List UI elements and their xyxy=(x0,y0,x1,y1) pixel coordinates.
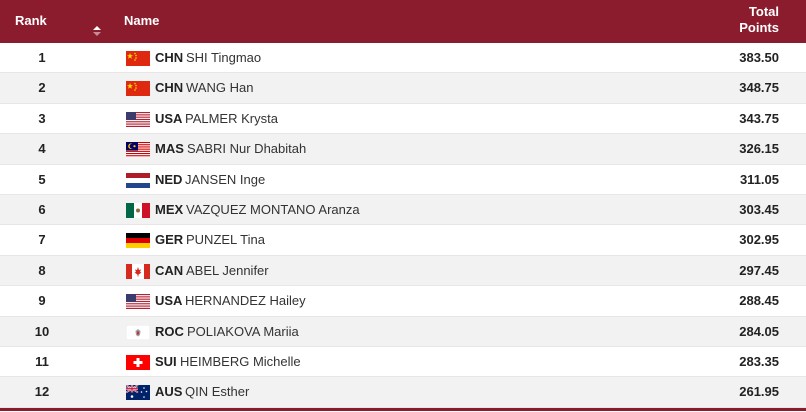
usa-flag-icon xyxy=(126,294,150,310)
noc-code: NED xyxy=(155,171,183,187)
total-label-line1: Total xyxy=(748,4,779,19)
athlete-name[interactable]: SABRI Nur Dhabitah xyxy=(187,141,307,157)
total-points-cell: 288.45 xyxy=(739,293,779,309)
athlete-name[interactable]: PUNZEL Tina xyxy=(186,232,265,248)
total-points-cell: 302.95 xyxy=(739,232,779,248)
rank-cell: 10 xyxy=(34,323,50,339)
rank-column-header[interactable]: Rank xyxy=(15,13,47,28)
total-points-cell: 326.15 xyxy=(739,141,779,157)
total-points-cell: 283.35 xyxy=(739,353,779,369)
rank-cell: 2 xyxy=(38,80,46,96)
table-row[interactable]: 3 USA PALMER Krysta 343.75 xyxy=(0,104,806,135)
noc-code: MEX xyxy=(155,201,184,217)
noc-code: USA xyxy=(155,110,183,126)
total-points-cell: 297.45 xyxy=(739,262,779,278)
table-row[interactable]: 6 MEX VAZQUEZ MONTANO Aranza 303.45 xyxy=(0,194,806,226)
total-points-cell: 343.75 xyxy=(739,110,779,126)
athlete-name[interactable]: VAZQUEZ MONTANO Aranza xyxy=(186,201,360,217)
rank-cell: 11 xyxy=(35,353,49,369)
athlete-name[interactable]: QIN Esther xyxy=(185,384,250,400)
athlete-name[interactable]: SHI Tingmao xyxy=(186,50,262,65)
noc-code: CAN xyxy=(155,262,184,278)
table-bottom-border xyxy=(0,408,806,411)
china-flag-icon xyxy=(126,81,150,97)
noc-code: AUS xyxy=(155,384,183,400)
total-points-column-header[interactable]: Total Points xyxy=(739,4,779,36)
table-row[interactable]: 4 MAS SABRI Nur Dhabitah 326.15 xyxy=(0,134,806,165)
noc-code: CHN xyxy=(155,80,184,96)
australia-flag-icon xyxy=(126,385,150,401)
athlete-name[interactable]: PALMER Krysta xyxy=(185,110,278,126)
noc-code: MAS xyxy=(155,141,184,157)
rank-cell: 5 xyxy=(38,171,46,187)
table-row[interactable]: 7 GER PUNZEL Tina 302.95 xyxy=(0,225,806,256)
table-header: Rank Name Total Points xyxy=(0,0,806,43)
table-row[interactable]: 10 ROC POLIAKOVA Mariia 284.05 xyxy=(0,316,806,347)
total-points-cell: 383.50 xyxy=(739,50,779,65)
roc-flag-icon xyxy=(126,324,150,340)
total-points-cell: 348.75 xyxy=(739,80,779,96)
athlete-name[interactable]: ABEL Jennifer xyxy=(186,262,269,278)
rank-cell: 4 xyxy=(38,141,46,157)
table-body: 1 CHN SHI Tingmao 383.50 2 CHN WANG Han 348.75 3… xyxy=(0,43,806,408)
table-row[interactable]: 1 CHN SHI Tingmao 383.50 xyxy=(0,43,806,74)
sort-icon[interactable] xyxy=(92,24,102,38)
rank-cell: 1 xyxy=(38,50,46,65)
rank-cell: 9 xyxy=(38,293,46,309)
table-row[interactable]: 5 NED JANSEN Inge 311.05 xyxy=(0,165,806,195)
table-row[interactable]: 11 SUI HEIMBERG Michelle 283.35 xyxy=(0,347,806,378)
athlete-name[interactable]: POLIAKOVA Mariia xyxy=(187,323,299,339)
table-row[interactable]: 2 CHN WANG Han 348.75 xyxy=(0,73,806,104)
switzerland-flag-icon xyxy=(126,354,150,370)
rank-cell: 7 xyxy=(38,232,46,248)
mexico-flag-icon xyxy=(126,202,150,218)
noc-code: ROC xyxy=(155,323,184,339)
germany-flag-icon xyxy=(126,233,150,249)
athlete-name[interactable]: HERNANDEZ Hailey xyxy=(185,293,306,309)
china-flag-icon xyxy=(126,51,150,66)
rank-cell: 12 xyxy=(34,384,50,400)
rank-cell: 8 xyxy=(38,262,46,278)
table-row[interactable]: 8 CAN ABEL Jennifer 297.45 xyxy=(0,255,806,287)
total-points-cell: 311.05 xyxy=(739,171,779,187)
noc-code: SUI xyxy=(155,353,177,369)
noc-code: CHN xyxy=(155,50,184,65)
athlete-name[interactable]: WANG Han xyxy=(186,80,254,96)
total-points-cell: 261.95 xyxy=(739,384,779,400)
athlete-name[interactable]: JANSEN Inge xyxy=(185,171,266,187)
netherlands-flag-icon xyxy=(126,172,150,188)
total-points-cell: 303.45 xyxy=(739,201,779,217)
athlete-name[interactable]: HEIMBERG Michelle xyxy=(180,353,301,369)
total-points-cell: 284.05 xyxy=(739,323,779,339)
noc-code: GER xyxy=(155,232,184,248)
rank-cell: 6 xyxy=(38,201,46,217)
usa-flag-icon xyxy=(126,111,150,127)
noc-code: USA xyxy=(155,293,183,309)
malaysia-flag-icon xyxy=(126,142,150,158)
rank-cell: 3 xyxy=(38,110,46,126)
table-row[interactable]: 12 AUS QIN Esther 261.95 xyxy=(0,377,806,408)
canada-flag-icon xyxy=(126,263,150,279)
total-label-line2: Points xyxy=(739,20,779,35)
table-row[interactable]: 9 USA HERNANDEZ Hailey 288.45 xyxy=(0,286,806,317)
name-column-header[interactable]: Name xyxy=(124,13,160,28)
